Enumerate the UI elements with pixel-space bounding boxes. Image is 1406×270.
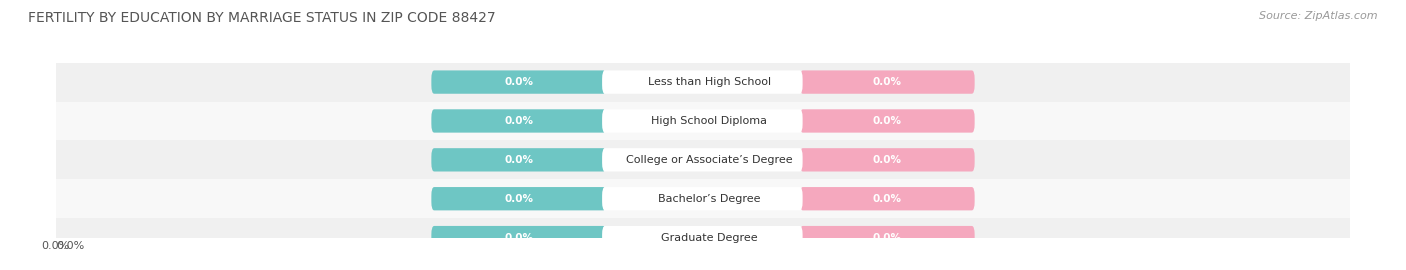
- Text: 0.0%: 0.0%: [873, 116, 901, 126]
- FancyBboxPatch shape: [800, 70, 974, 94]
- Text: FERTILITY BY EDUCATION BY MARRIAGE STATUS IN ZIP CODE 88427: FERTILITY BY EDUCATION BY MARRIAGE STATU…: [28, 11, 496, 25]
- FancyBboxPatch shape: [800, 187, 974, 210]
- FancyBboxPatch shape: [432, 148, 606, 171]
- FancyBboxPatch shape: [602, 70, 803, 94]
- Text: 0.0%: 0.0%: [41, 241, 69, 251]
- FancyBboxPatch shape: [800, 226, 974, 249]
- FancyBboxPatch shape: [800, 109, 974, 133]
- FancyBboxPatch shape: [432, 226, 606, 249]
- Text: Graduate Degree: Graduate Degree: [661, 232, 758, 243]
- FancyBboxPatch shape: [602, 187, 803, 210]
- Text: 0.0%: 0.0%: [505, 194, 533, 204]
- Bar: [56, 102, 1350, 140]
- Bar: [56, 63, 1350, 102]
- Text: 0.0%: 0.0%: [873, 77, 901, 87]
- Text: College or Associate’s Degree: College or Associate’s Degree: [626, 155, 793, 165]
- FancyBboxPatch shape: [432, 187, 606, 210]
- Text: Bachelor’s Degree: Bachelor’s Degree: [658, 194, 761, 204]
- Bar: [56, 218, 1350, 257]
- FancyBboxPatch shape: [800, 148, 974, 171]
- Text: High School Diploma: High School Diploma: [651, 116, 768, 126]
- FancyBboxPatch shape: [432, 109, 606, 133]
- Text: Less than High School: Less than High School: [648, 77, 770, 87]
- Text: 0.0%: 0.0%: [505, 232, 533, 243]
- FancyBboxPatch shape: [432, 70, 606, 94]
- Text: Source: ZipAtlas.com: Source: ZipAtlas.com: [1260, 11, 1378, 21]
- Text: 0.0%: 0.0%: [56, 241, 84, 251]
- Text: 0.0%: 0.0%: [505, 116, 533, 126]
- FancyBboxPatch shape: [602, 148, 803, 171]
- Text: 0.0%: 0.0%: [873, 194, 901, 204]
- Text: 0.0%: 0.0%: [873, 155, 901, 165]
- Bar: [56, 179, 1350, 218]
- FancyBboxPatch shape: [602, 226, 803, 249]
- FancyBboxPatch shape: [602, 109, 803, 133]
- Bar: [56, 140, 1350, 179]
- Text: 0.0%: 0.0%: [505, 77, 533, 87]
- Text: 0.0%: 0.0%: [873, 232, 901, 243]
- Text: 0.0%: 0.0%: [505, 155, 533, 165]
